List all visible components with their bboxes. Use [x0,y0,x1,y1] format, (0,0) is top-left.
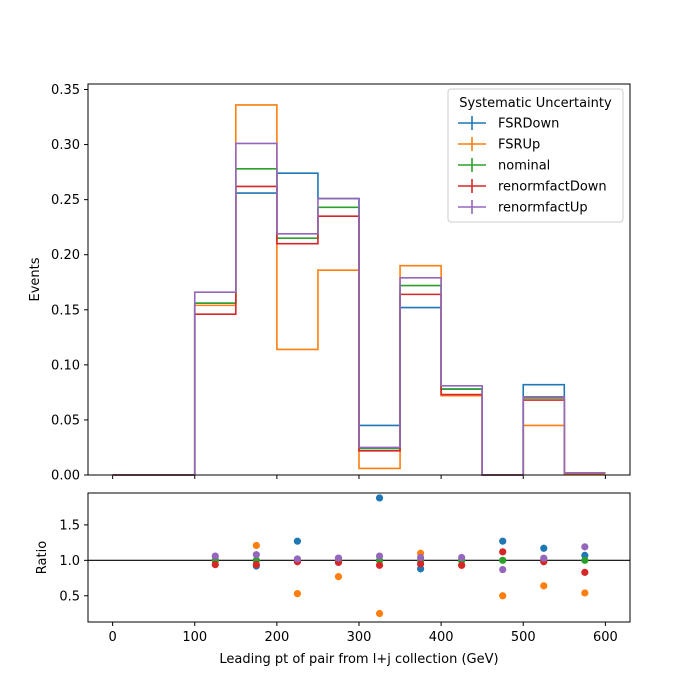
bottom-axes-frame [87,492,631,623]
ratio-point-FSRUp [252,541,260,550]
top-ylabel: Events [28,257,43,301]
ratio-point-renormfactDown [458,561,466,569]
legend-label-nominal: nominal [498,159,550,174]
bottom-xtick-label: 300 [347,630,372,645]
bottom-ytick-label: 1.0 [59,554,80,569]
legend-label-renormfactDown: renormfactDown [498,180,607,195]
top-ytick-label: 0.35 [51,83,80,98]
ratio-point-FSRUp [540,582,548,590]
ratio-point-renormfactDown [499,548,507,556]
ratio-point-FSRUp [334,573,343,581]
ratio-point-FSRDown [499,537,507,545]
bottom-ratio-panel: 0.5 1.0 1.5 0 100 200 300 400 500 600 Ratio Leadi… [35,492,631,667]
legend-title: Systematic Uncertainty [459,96,612,111]
ratio-point-renormfactDown [581,568,589,576]
ratio-point-nominal [581,556,589,564]
legend-box [447,88,624,223]
top-ytick-label: 0.10 [51,358,80,373]
top-ytick-label: 0.30 [51,138,80,153]
ratio-point-FSRDown [375,494,384,502]
histogram-line-renormfactUp [112,142,606,476]
ratio-point-renormfactDown [211,560,219,569]
top-ytick-label: 0.25 [51,193,80,208]
ratio-point-renormfactUp [211,552,219,560]
legend-label-FSRDown: FSRDown [498,117,559,132]
bottom-ylabel: Ratio [35,541,50,574]
top-axis-ticks: 0.00 0.05 0.10 0.15 0.20 0.25 0.30 0.35 [51,83,606,484]
ratio-point-FSRDown [293,537,302,545]
legend-label-renormfactUp: renormfactUp [498,201,588,216]
ratio-point-renormfactUp [416,553,425,562]
ratio-point-FSRDown [416,565,425,573]
ratio-point-FSRDown [581,551,589,559]
bottom-axis-ticks: 0.5 1.0 1.5 0 100 200 300 400 500 600 [59,518,617,645]
ratio-point-renormfactUp [293,555,302,563]
bottom-xtick-label: 500 [511,630,536,645]
bottom-xlabel: Leading pt of pair from l+j collection (… [219,652,498,667]
bottom-xtick-label: 600 [593,630,618,645]
top-axes-frame [87,83,631,476]
top-ytick-label: 0.00 [51,469,80,484]
top-ytick-label: 0.15 [51,303,80,318]
ratio-point-FSRUp [293,590,302,598]
ratio-point-renormfactUp [458,553,466,562]
ratio-point-FSRDown [540,544,548,552]
top-histogram-panel: 0.000.050.100.150.200.250.300.35 Events … [28,83,631,484]
top-ytick-label: 0.20 [51,248,80,263]
top-ytick-label: 0.05 [51,413,80,428]
ratio-point-renormfactUp [540,554,548,562]
legend: Systematic Uncertainty FSRDown FSRUp nomina… [447,88,624,223]
ratio-point-renormfactUp [375,552,384,560]
bottom-xtick-label: 400 [429,630,454,645]
ratio-point-renormfactUp [334,554,343,562]
bottom-ytick-label: 1.5 [59,518,80,533]
top-histogram-series [112,104,606,476]
ratio-point-renormfactDown [416,560,425,568]
legend-label-FSRUp: FSRUp [498,138,540,153]
ratio-point-renormfactDown [375,561,384,569]
ratio-point-renormfactDown [252,560,260,569]
bottom-xtick-label: 0 [108,630,116,645]
bottom-xtick-label: 100 [182,630,207,645]
ratio-point-renormfactUp [581,543,589,551]
ratio-points [211,494,589,618]
bottom-ytick-label: 0.5 [59,589,80,604]
ratio-point-FSRUp [581,589,589,597]
ratio-point-nominal [499,556,507,564]
ratio-point-FSRUp [499,592,507,600]
ratio-point-FSRUp [375,609,384,618]
ratio-point-renormfactUp [499,565,507,574]
bottom-xtick-label: 200 [264,630,289,645]
ratio-point-renormfactUp [252,551,260,559]
